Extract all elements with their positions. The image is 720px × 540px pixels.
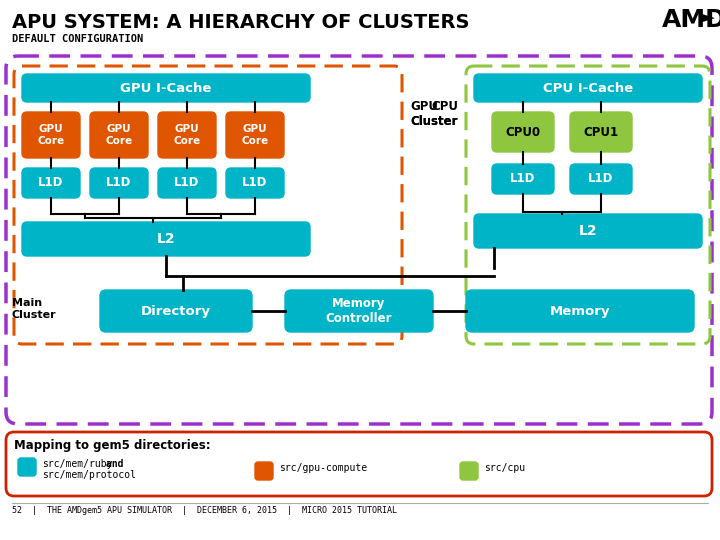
FancyBboxPatch shape <box>158 112 216 158</box>
FancyBboxPatch shape <box>90 112 148 158</box>
Text: L1D: L1D <box>174 177 199 190</box>
Text: L1D: L1D <box>243 177 268 190</box>
Text: L1D: L1D <box>510 172 536 186</box>
Text: L1D: L1D <box>107 177 132 190</box>
Text: AMD: AMD <box>662 8 720 32</box>
Text: DEFAULT CONFIGURATION: DEFAULT CONFIGURATION <box>12 34 143 44</box>
FancyBboxPatch shape <box>90 168 148 198</box>
Text: Memory: Memory <box>550 305 611 318</box>
FancyBboxPatch shape <box>22 168 80 198</box>
Text: 52  |  THE AMDgem5 APU SIMULATOR  |  DECEMBER 6, 2015  |  MICRO 2015 TUTORIAL: 52 | THE AMDgem5 APU SIMULATOR | DECEMBE… <box>12 506 397 515</box>
FancyBboxPatch shape <box>474 214 702 248</box>
Text: APU SYSTEM: A HIERARCHY OF CLUSTERS: APU SYSTEM: A HIERARCHY OF CLUSTERS <box>12 13 469 32</box>
FancyBboxPatch shape <box>460 462 478 480</box>
Text: GPU
Core: GPU Core <box>241 124 269 146</box>
Text: CPU1: CPU1 <box>583 125 618 138</box>
FancyBboxPatch shape <box>18 458 36 476</box>
Text: CPU0: CPU0 <box>505 125 541 138</box>
Text: GPU
Core: GPU Core <box>105 124 132 146</box>
FancyBboxPatch shape <box>255 462 273 480</box>
FancyBboxPatch shape <box>570 112 632 152</box>
Text: GPU I-Cache: GPU I-Cache <box>120 82 212 94</box>
FancyBboxPatch shape <box>226 168 284 198</box>
Text: Directory: Directory <box>141 305 211 318</box>
Text: ►: ► <box>700 8 715 27</box>
Text: L1D: L1D <box>588 172 613 186</box>
Text: Memory
Controller: Memory Controller <box>325 297 392 325</box>
Text: L1D: L1D <box>38 177 63 190</box>
Text: Main
Cluster: Main Cluster <box>12 298 57 320</box>
Text: src/cpu: src/cpu <box>484 463 525 473</box>
Text: src/mem/ruby: src/mem/ruby <box>42 459 112 469</box>
FancyBboxPatch shape <box>22 74 310 102</box>
Text: and: and <box>100 459 124 469</box>
Text: src/gpu-compute: src/gpu-compute <box>279 463 367 473</box>
FancyBboxPatch shape <box>22 222 310 256</box>
FancyBboxPatch shape <box>22 112 80 158</box>
FancyBboxPatch shape <box>158 168 216 198</box>
FancyBboxPatch shape <box>100 290 252 332</box>
Text: GPU
Core: GPU Core <box>174 124 201 146</box>
FancyBboxPatch shape <box>466 290 694 332</box>
FancyBboxPatch shape <box>492 112 554 152</box>
Text: L2: L2 <box>579 224 598 238</box>
FancyBboxPatch shape <box>570 164 632 194</box>
FancyBboxPatch shape <box>285 290 433 332</box>
Text: GPU
Core: GPU Core <box>37 124 65 146</box>
Text: CPU
Cluster: CPU Cluster <box>410 100 458 128</box>
FancyBboxPatch shape <box>6 432 712 496</box>
Text: L2: L2 <box>157 232 175 246</box>
Text: CPU I-Cache: CPU I-Cache <box>543 82 633 94</box>
FancyBboxPatch shape <box>226 112 284 158</box>
Text: Mapping to gem5 directories:: Mapping to gem5 directories: <box>14 439 211 452</box>
Text: GPU
Cluster: GPU Cluster <box>410 100 457 128</box>
FancyBboxPatch shape <box>492 164 554 194</box>
FancyBboxPatch shape <box>474 74 702 102</box>
Text: src/mem/protocol: src/mem/protocol <box>42 470 136 480</box>
